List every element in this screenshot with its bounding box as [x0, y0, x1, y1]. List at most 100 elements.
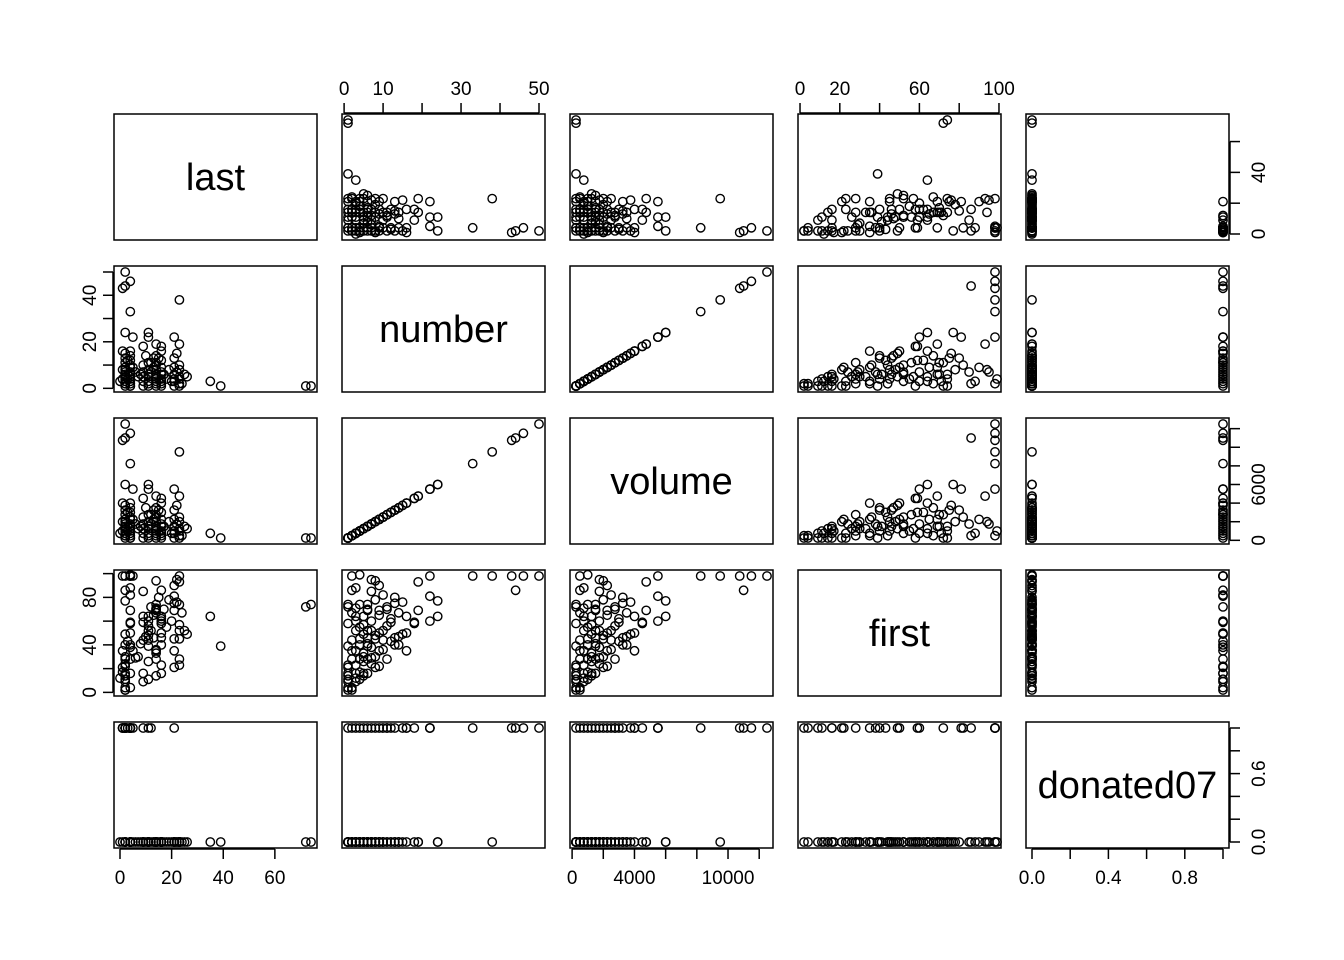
panel-frame [1025, 721, 1230, 849]
point-first-volume-13 [914, 484, 925, 494]
point-volume-last-111 [575, 192, 585, 202]
point-first-volume-94 [898, 521, 909, 532]
point-volume-first-104 [602, 610, 613, 621]
point-last-first-79 [125, 571, 136, 581]
y-tick-label: 0 [80, 383, 101, 394]
point-first-last-92 [813, 215, 823, 226]
point-last-number-16 [174, 339, 185, 349]
point-last-volume-107 [161, 526, 172, 536]
point-volume-first-111 [575, 607, 585, 618]
point-first-last-36 [958, 222, 969, 233]
point-first-number-88 [827, 381, 837, 391]
point-number-first-80 [346, 635, 357, 645]
point-donated07-first-17 [1218, 617, 1228, 628]
point-number-donated07-108 [370, 837, 381, 847]
point-volume-first-97 [582, 667, 593, 678]
x-tick-label: 0 [567, 868, 578, 889]
point-volume-donated07-108 [598, 837, 609, 847]
point-donated07-first-81 [1027, 585, 1037, 596]
point-first-number-105 [954, 353, 965, 363]
point-first-volume-96 [819, 528, 829, 539]
point-last-first-58 [156, 632, 167, 643]
point-volume-last-110 [594, 195, 605, 206]
point-last-donated07-97 [117, 837, 128, 847]
point-number-first-99 [374, 645, 385, 656]
point-number-last-93 [343, 222, 353, 233]
point-volume-first-51 [594, 625, 605, 636]
point-first-number-89 [836, 381, 847, 391]
point-number-first-50 [366, 586, 377, 597]
point-first-volume-14 [956, 484, 967, 494]
point-number-first-103 [382, 602, 392, 612]
point-first-volume-83 [864, 530, 875, 541]
point-last-number-98 [122, 355, 133, 366]
point-last-first-1 [300, 602, 311, 612]
point-number-last-4 [487, 193, 498, 204]
point-last-number-103 [146, 357, 156, 368]
point-last-number-6 [125, 276, 136, 287]
x-tick-label: 0.8 [1172, 868, 1198, 889]
point-number-volume-105 [389, 505, 400, 515]
point-first-last-103 [938, 210, 949, 221]
point-volume-first-83 [575, 645, 585, 656]
y-tick-label: 6000 [1249, 463, 1270, 505]
panel-frame [341, 113, 546, 241]
point-donated07-volume-111 [1027, 530, 1037, 541]
point-first-number-25 [888, 350, 899, 361]
point-last-first-104 [148, 610, 159, 621]
point-volume-first-81 [575, 585, 585, 596]
point-first-volume-100 [852, 519, 863, 529]
point-volume-first-5 [762, 571, 772, 581]
point-volume-first-21 [629, 611, 640, 622]
panel-number-vs-first [797, 265, 1002, 393]
point-number-first-45 [370, 575, 381, 586]
panel-frame [569, 265, 774, 393]
panel-last-vs-number [341, 113, 546, 241]
point-number-first-15 [413, 605, 424, 616]
point-number-last-98 [385, 224, 396, 235]
point-first-volume-28 [874, 505, 885, 515]
point-first-last-72 [813, 225, 823, 236]
y-axis-donated07: 0.0 0.6 [1229, 727, 1270, 855]
point-first-donated07-104 [924, 837, 935, 847]
point-last-first-89 [169, 662, 180, 673]
point-first-donated07-44 [836, 723, 847, 733]
point-number-last-104 [374, 209, 385, 219]
point-last-volume-9 [125, 458, 136, 469]
point-first-donated07-109 [914, 837, 925, 847]
point-number-first-81 [346, 585, 357, 596]
point-number-donated07-9 [467, 723, 478, 733]
point-first-volume-106 [934, 521, 945, 532]
point-donated07-number-105 [1027, 353, 1037, 363]
point-volume-last-3 [578, 175, 589, 186]
point-first-number-58 [886, 369, 897, 380]
point-last-first-63 [138, 611, 149, 622]
point-first-number-28 [874, 353, 885, 363]
point-first-number-99 [864, 362, 875, 373]
point-number-first-111 [346, 607, 357, 618]
point-donated07-first-94 [1027, 625, 1037, 636]
point-volume-first-7 [738, 585, 749, 596]
point-first-donated07-7 [966, 723, 976, 733]
point-volume-donated07-14 [653, 723, 663, 733]
point-first-donated07-92 [813, 837, 823, 847]
point-first-last-3 [922, 175, 933, 186]
point-first-volume-20 [894, 498, 905, 508]
point-number-first-12 [432, 611, 443, 622]
point-first-donated07-103 [938, 723, 949, 733]
point-first-donated07-36 [958, 723, 969, 733]
point-first-number-66 [992, 374, 1002, 384]
point-last-first-36 [125, 590, 136, 600]
point-first-donated07-80 [882, 837, 893, 847]
point-last-volume-4 [174, 446, 185, 457]
x-tick-label: 4000 [613, 868, 655, 889]
point-donated07-last-0 [1027, 115, 1037, 125]
panel-donated07-vs-last [113, 721, 318, 849]
point-last-donated07-103 [146, 723, 156, 733]
point-number-last-17 [409, 215, 420, 226]
point-donated07-number-6 [1218, 276, 1228, 287]
point-first-donated07-73 [970, 837, 980, 847]
point-first-number-50 [964, 367, 974, 377]
point-last-volume-18 [156, 493, 167, 504]
point-first-number-46 [884, 364, 895, 375]
